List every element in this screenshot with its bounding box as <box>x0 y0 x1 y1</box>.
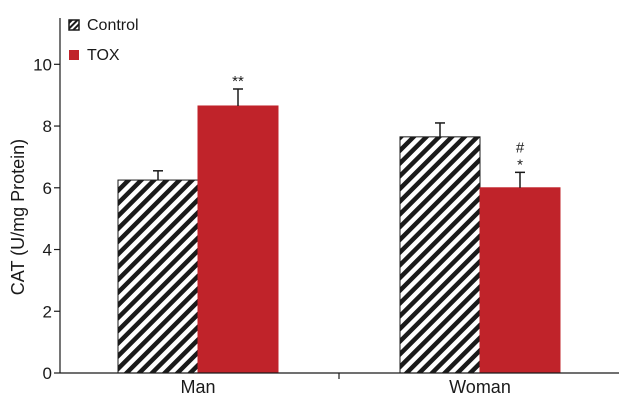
legend: Control TOX <box>68 17 139 64</box>
legend-entry-tox: TOX <box>69 47 120 64</box>
y-tick-label: 0 <box>43 364 52 383</box>
y-tick-label: 6 <box>43 179 52 198</box>
bar-control-man <box>117 179 199 374</box>
significance-marker: ** <box>232 73 244 90</box>
x-category-label: Woman <box>449 377 511 397</box>
bar-tox-man <box>197 105 279 374</box>
error-bar-control-man <box>153 170 163 181</box>
legend-entry-control: Control <box>68 17 139 34</box>
bar-control-woman <box>399 136 481 374</box>
x-category-label: Man <box>180 377 215 397</box>
y-tick-label: 10 <box>33 55 52 74</box>
y-axis-title: CAT (U/mg Protein) <box>8 139 28 295</box>
legend-swatch <box>68 19 80 31</box>
error-bar-control-woman <box>435 122 445 137</box>
legend-label: TOX <box>87 47 120 64</box>
error-bar-tox-woman <box>515 171 525 188</box>
y-tick-label: 4 <box>43 241 52 260</box>
significance-marker: # <box>516 139 525 156</box>
y-tick-label: 8 <box>43 117 52 136</box>
bar-tox-woman <box>479 187 561 374</box>
legend-swatch <box>69 50 79 60</box>
error-bar-tox-man <box>233 88 243 106</box>
y-tick-label: 2 <box>43 302 52 321</box>
significance-marker: * <box>517 156 523 173</box>
legend-label: Control <box>87 17 139 34</box>
